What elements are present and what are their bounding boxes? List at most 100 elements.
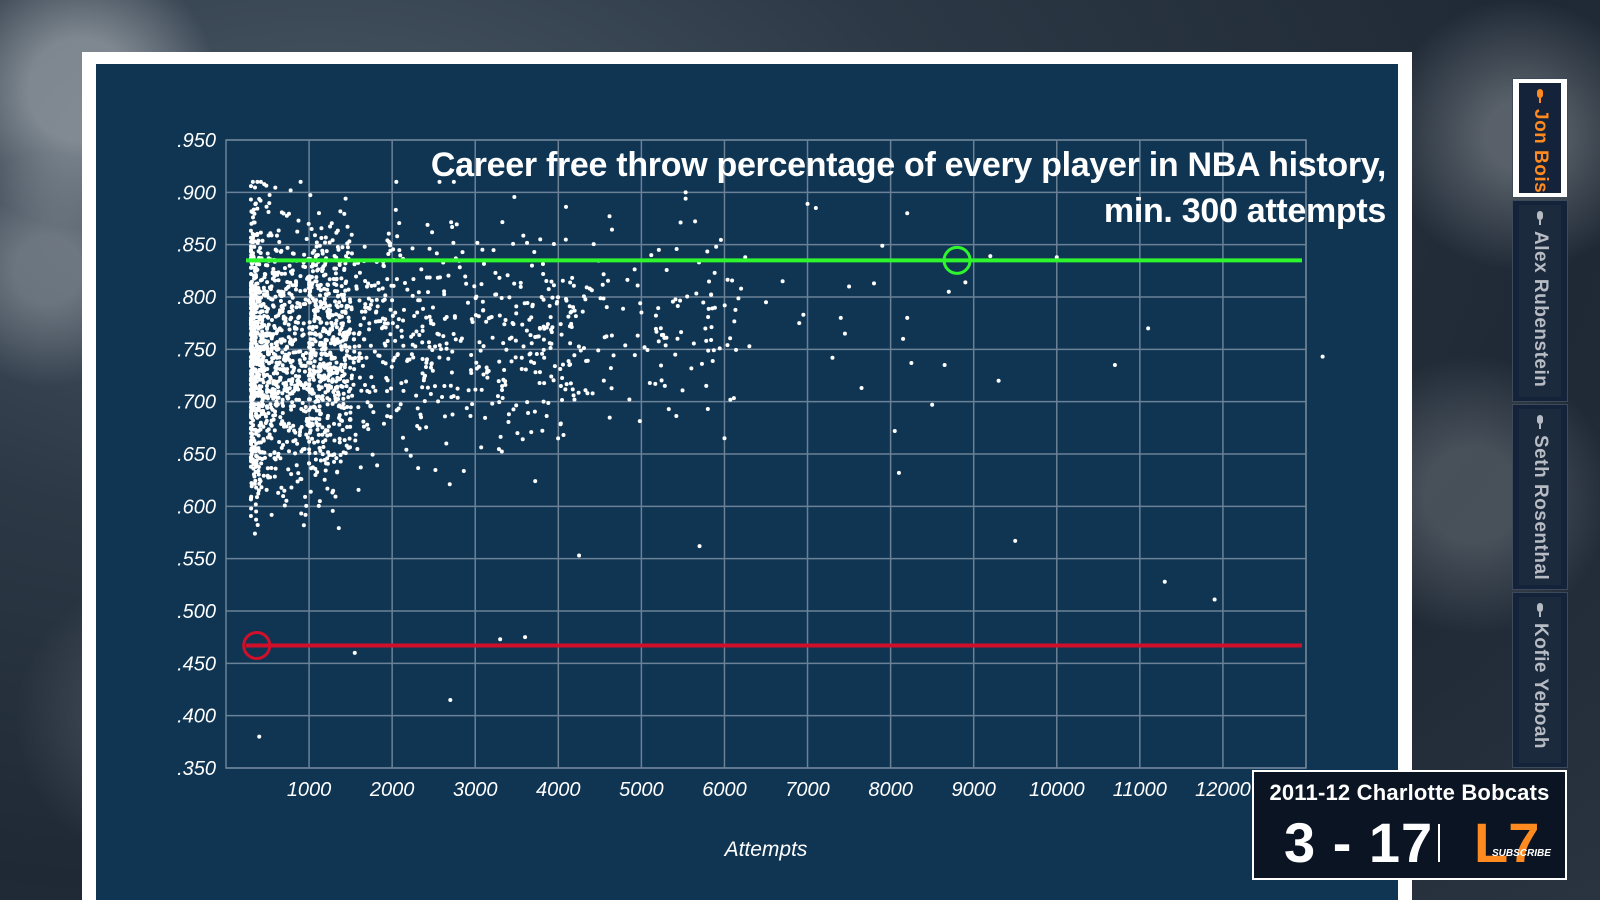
data-point xyxy=(382,297,387,302)
data-point xyxy=(329,313,334,318)
data-point xyxy=(324,338,329,343)
data-point xyxy=(710,306,715,311)
data-point xyxy=(342,438,347,443)
data-point xyxy=(278,367,283,372)
data-point xyxy=(286,449,291,454)
data-point xyxy=(663,343,668,348)
data-point xyxy=(288,360,293,365)
data-point xyxy=(303,288,308,293)
data-point xyxy=(253,459,258,464)
data-point xyxy=(430,230,435,235)
data-point xyxy=(340,368,345,373)
chart-title: Career free throw percentage of every pl… xyxy=(386,142,1386,234)
data-point xyxy=(282,388,287,393)
data-point xyxy=(608,366,613,371)
x-tick-label: 9000 xyxy=(951,779,996,801)
data-point xyxy=(277,360,282,365)
data-point xyxy=(627,397,632,402)
data-point xyxy=(269,423,274,428)
data-point xyxy=(306,419,311,424)
host-tab-alex-rubenstein[interactable]: Alex Rubenstein xyxy=(1512,200,1568,402)
data-point xyxy=(493,270,498,275)
data-point xyxy=(568,310,573,315)
data-point xyxy=(279,294,284,299)
data-point xyxy=(430,348,435,353)
data-point xyxy=(347,436,352,441)
data-point xyxy=(563,237,568,242)
data-point xyxy=(380,286,385,291)
data-point xyxy=(339,383,344,388)
data-point xyxy=(252,474,257,479)
data-point xyxy=(334,230,339,235)
data-point xyxy=(260,238,265,243)
data-point xyxy=(514,311,519,316)
data-point xyxy=(310,416,315,421)
data-point xyxy=(718,237,723,242)
data-point xyxy=(279,271,284,276)
data-point xyxy=(330,356,335,361)
data-point xyxy=(262,323,267,328)
data-point xyxy=(431,322,436,327)
data-point xyxy=(311,377,316,382)
data-point xyxy=(287,299,292,304)
data-point xyxy=(502,322,507,327)
data-point xyxy=(572,308,577,313)
data-point xyxy=(307,377,312,382)
data-point xyxy=(344,353,349,358)
data-point xyxy=(330,379,335,384)
data-point xyxy=(415,310,420,315)
data-point xyxy=(558,421,563,426)
data-point xyxy=(343,344,348,349)
data-point xyxy=(324,293,329,298)
data-point xyxy=(381,263,386,268)
host-tab-kofie-yeboah[interactable]: Kofie Yeboah xyxy=(1512,592,1568,768)
data-point xyxy=(365,422,370,427)
data-point xyxy=(255,330,260,335)
data-point xyxy=(328,350,333,355)
data-point xyxy=(249,358,254,363)
data-point xyxy=(414,393,419,398)
data-point xyxy=(340,428,345,433)
data-point xyxy=(248,413,253,418)
data-point xyxy=(256,446,261,451)
data-point xyxy=(254,268,259,273)
data-point xyxy=(566,359,571,364)
data-point xyxy=(290,342,295,347)
data-point xyxy=(533,479,538,484)
data-point xyxy=(354,274,359,279)
data-point xyxy=(257,423,262,428)
data-point xyxy=(303,409,308,414)
data-point xyxy=(266,209,271,214)
subscribe-link[interactable]: SUBSCRIBE xyxy=(1492,848,1551,859)
highlighted-point xyxy=(942,245,972,275)
data-point xyxy=(248,455,253,460)
data-point xyxy=(550,325,555,330)
data-point xyxy=(337,300,342,305)
data-point xyxy=(474,360,479,365)
data-point xyxy=(425,385,430,390)
data-point xyxy=(342,266,347,271)
data-point xyxy=(294,287,299,292)
host-tab-seth-rosenthal[interactable]: Seth Rosenthal xyxy=(1512,404,1568,590)
data-point xyxy=(250,334,255,339)
data-point xyxy=(526,411,531,416)
data-point xyxy=(315,439,320,444)
data-point xyxy=(252,239,257,244)
data-point xyxy=(262,288,267,293)
data-point xyxy=(477,340,482,345)
data-point xyxy=(313,450,318,455)
data-point xyxy=(697,544,702,549)
host-tab-jon-bois[interactable]: Jon Bois xyxy=(1512,78,1568,198)
data-point xyxy=(314,275,319,280)
data-point xyxy=(420,385,425,390)
data-point xyxy=(464,281,469,286)
data-point xyxy=(251,300,256,305)
data-point xyxy=(468,368,473,373)
data-point xyxy=(632,267,637,272)
data-point xyxy=(307,461,312,466)
data-point xyxy=(287,263,292,268)
data-point xyxy=(481,308,486,313)
data-point xyxy=(317,408,322,413)
data-point xyxy=(571,283,576,288)
data-point xyxy=(267,192,272,197)
